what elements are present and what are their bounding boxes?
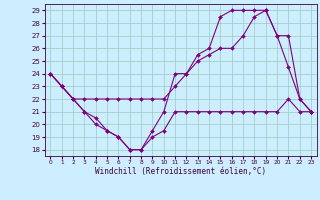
X-axis label: Windchill (Refroidissement éolien,°C): Windchill (Refroidissement éolien,°C) [95, 167, 266, 176]
